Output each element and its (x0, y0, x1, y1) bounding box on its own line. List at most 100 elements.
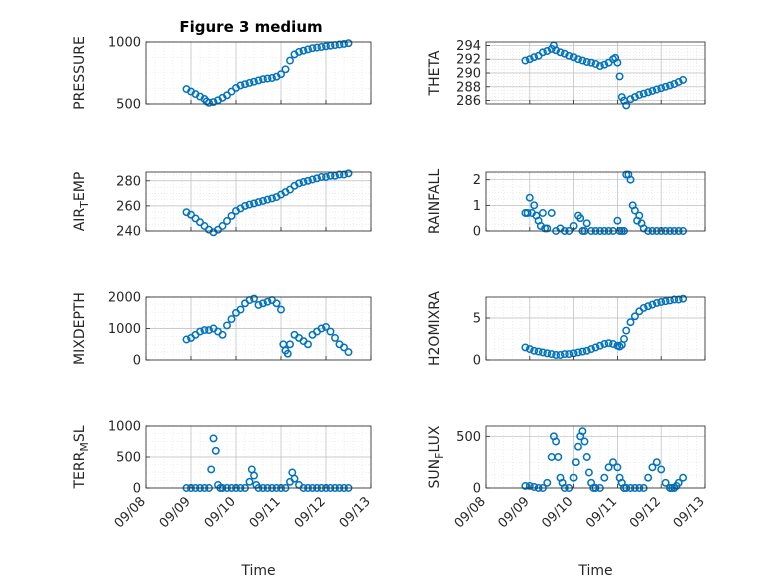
data-point (639, 303, 648, 312)
data-point (600, 473, 609, 482)
data-point (574, 348, 582, 357)
data-point (530, 483, 539, 491)
y-tick-label: 500 (116, 98, 141, 113)
data-point (521, 56, 530, 65)
data-point (604, 463, 613, 472)
data-point (263, 74, 272, 83)
data-point (313, 174, 321, 183)
data-point (331, 333, 339, 342)
data-point (322, 42, 330, 51)
data-point (635, 91, 644, 99)
data-point (525, 345, 534, 354)
y-tick-label: 2000 (108, 291, 141, 306)
data-point (313, 43, 321, 52)
data-point (538, 348, 547, 357)
y-tick-label: 500 (456, 430, 481, 445)
y-tick-label: 240 (116, 225, 141, 240)
data-point (525, 193, 534, 202)
subplot-h2omixra: 0 5 H2OMIXRA (427, 291, 706, 369)
data-point (322, 322, 330, 331)
data-point (250, 294, 258, 303)
data-point (674, 295, 683, 304)
y-tick-label: 0 (473, 225, 481, 240)
data-point (571, 458, 580, 467)
data-point (648, 463, 657, 472)
data-point (530, 201, 539, 210)
y-tick-label: 0 (473, 482, 481, 497)
data-point (580, 437, 589, 446)
data-point (263, 297, 272, 306)
data-point (652, 458, 661, 467)
y-tick-label: 288 (456, 80, 481, 95)
data-point (277, 70, 285, 79)
data-point (591, 343, 600, 352)
data-point (191, 214, 200, 223)
data-point (223, 321, 231, 330)
data-point (613, 463, 622, 472)
data-point (584, 468, 593, 477)
data-point (196, 327, 204, 336)
data-point (620, 335, 628, 343)
data-point (670, 295, 679, 304)
data-point (648, 86, 657, 95)
y-axis-label: TERRMSL (72, 425, 91, 489)
data-point (587, 58, 596, 67)
y-tick-label: 0 (473, 354, 481, 369)
data-point (630, 312, 639, 321)
data-point (326, 171, 335, 180)
data-point (308, 175, 317, 184)
data-point (574, 442, 582, 451)
data-point (344, 169, 353, 178)
data-point (657, 298, 666, 306)
data-point (283, 349, 292, 358)
y-tick-label: 260 (116, 199, 141, 214)
y-tick-label: 2 (473, 173, 481, 188)
data-point (281, 65, 290, 74)
data-point (591, 60, 600, 68)
subplot-pressure: 500 1000 PRESSURE (72, 36, 372, 113)
data-point (340, 343, 348, 352)
data-point (639, 89, 648, 98)
data-point (236, 81, 245, 90)
y-axis-label: THETA (427, 50, 443, 96)
data-point (241, 80, 249, 89)
data-point (630, 93, 639, 102)
data-point (205, 326, 213, 335)
data-point (286, 56, 294, 65)
y-tick-label: 292 (456, 53, 481, 68)
data-point (661, 82, 670, 91)
data-point (679, 473, 688, 482)
axes-frame (485, 171, 706, 232)
data-point (254, 300, 263, 309)
y-axis-label: SUNFLUX (427, 425, 446, 488)
y-tick-label: 1000 (108, 36, 141, 51)
data-point (340, 39, 348, 48)
data-point (223, 217, 231, 225)
data-point (587, 345, 596, 354)
subplot-rainfall: 0 1 2 RAINFALL (427, 169, 706, 240)
data-point (211, 446, 220, 455)
y-tick-label: 1 (473, 199, 481, 214)
data-point (574, 55, 582, 64)
figure-title: Figure 3 medium (179, 18, 322, 36)
y-axis-label: RAINFALL (427, 169, 443, 234)
data-point (295, 179, 303, 188)
data-point (530, 346, 539, 355)
data-point (657, 465, 666, 474)
data-point (200, 326, 209, 335)
data-point (317, 173, 326, 181)
data-point (245, 200, 254, 209)
x-axis-label: Time (577, 563, 612, 579)
data-point (254, 76, 263, 85)
y-tick-label: 5 (473, 312, 481, 327)
data-point (582, 453, 591, 461)
axes-frame (145, 41, 372, 105)
data-point (582, 58, 591, 66)
data-point (600, 60, 609, 69)
data-point (556, 351, 565, 359)
y-axis-label: AIRTEMP (72, 172, 91, 232)
y-tick-label: 290 (456, 67, 481, 82)
data-point (254, 198, 263, 207)
data-point (543, 349, 552, 358)
